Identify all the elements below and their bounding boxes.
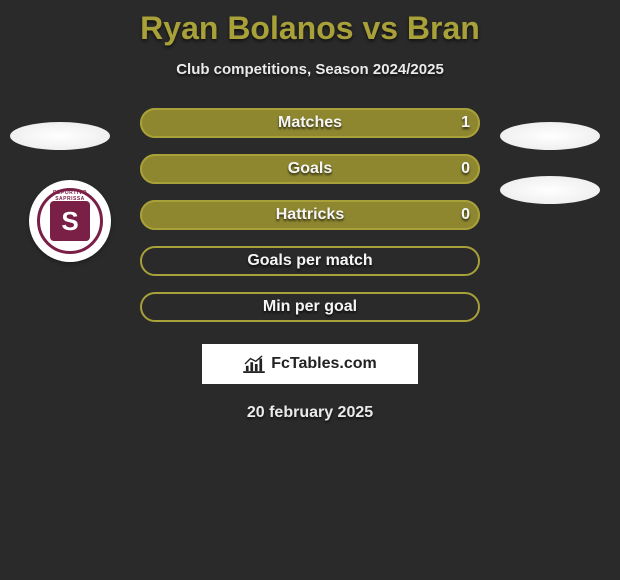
date-text: 20 february 2025 — [0, 404, 620, 422]
attribution-box: FcTables.com — [202, 344, 418, 384]
stat-bar: Matches1 — [140, 108, 480, 138]
stat-bar: Min per goal — [140, 292, 480, 322]
stat-bar: Hattricks0 — [140, 200, 480, 230]
player-oval-left — [10, 122, 110, 150]
stat-bar-label: Hattricks — [140, 200, 480, 230]
player-oval-right — [500, 176, 600, 204]
page-title: Ryan Bolanos vs Bran — [0, 0, 620, 47]
club-badge-ring: DEPORTIVO SAPRISSA S — [37, 188, 103, 254]
club-badge-letter: S — [50, 201, 90, 241]
stat-bar-value-right: 1 — [461, 108, 470, 138]
stat-bar-label: Min per goal — [140, 292, 480, 322]
stat-bar-label: Goals — [140, 154, 480, 184]
club-badge-left: DEPORTIVO SAPRISSA S — [29, 180, 111, 262]
attribution-text: FcTables.com — [271, 355, 377, 373]
club-badge-ring-text: DEPORTIVO SAPRISSA — [40, 190, 100, 202]
chart-icon — [243, 355, 265, 373]
stat-bar: Goals per match — [140, 246, 480, 276]
stat-bar-label: Matches — [140, 108, 480, 138]
stat-bar-label: Goals per match — [140, 246, 480, 276]
stat-bar-value-right: 0 — [461, 154, 470, 184]
stat-bar-value-right: 0 — [461, 200, 470, 230]
page-subtitle: Club competitions, Season 2024/2025 — [0, 61, 620, 78]
player-oval-right — [500, 122, 600, 150]
stat-bar: Goals0 — [140, 154, 480, 184]
